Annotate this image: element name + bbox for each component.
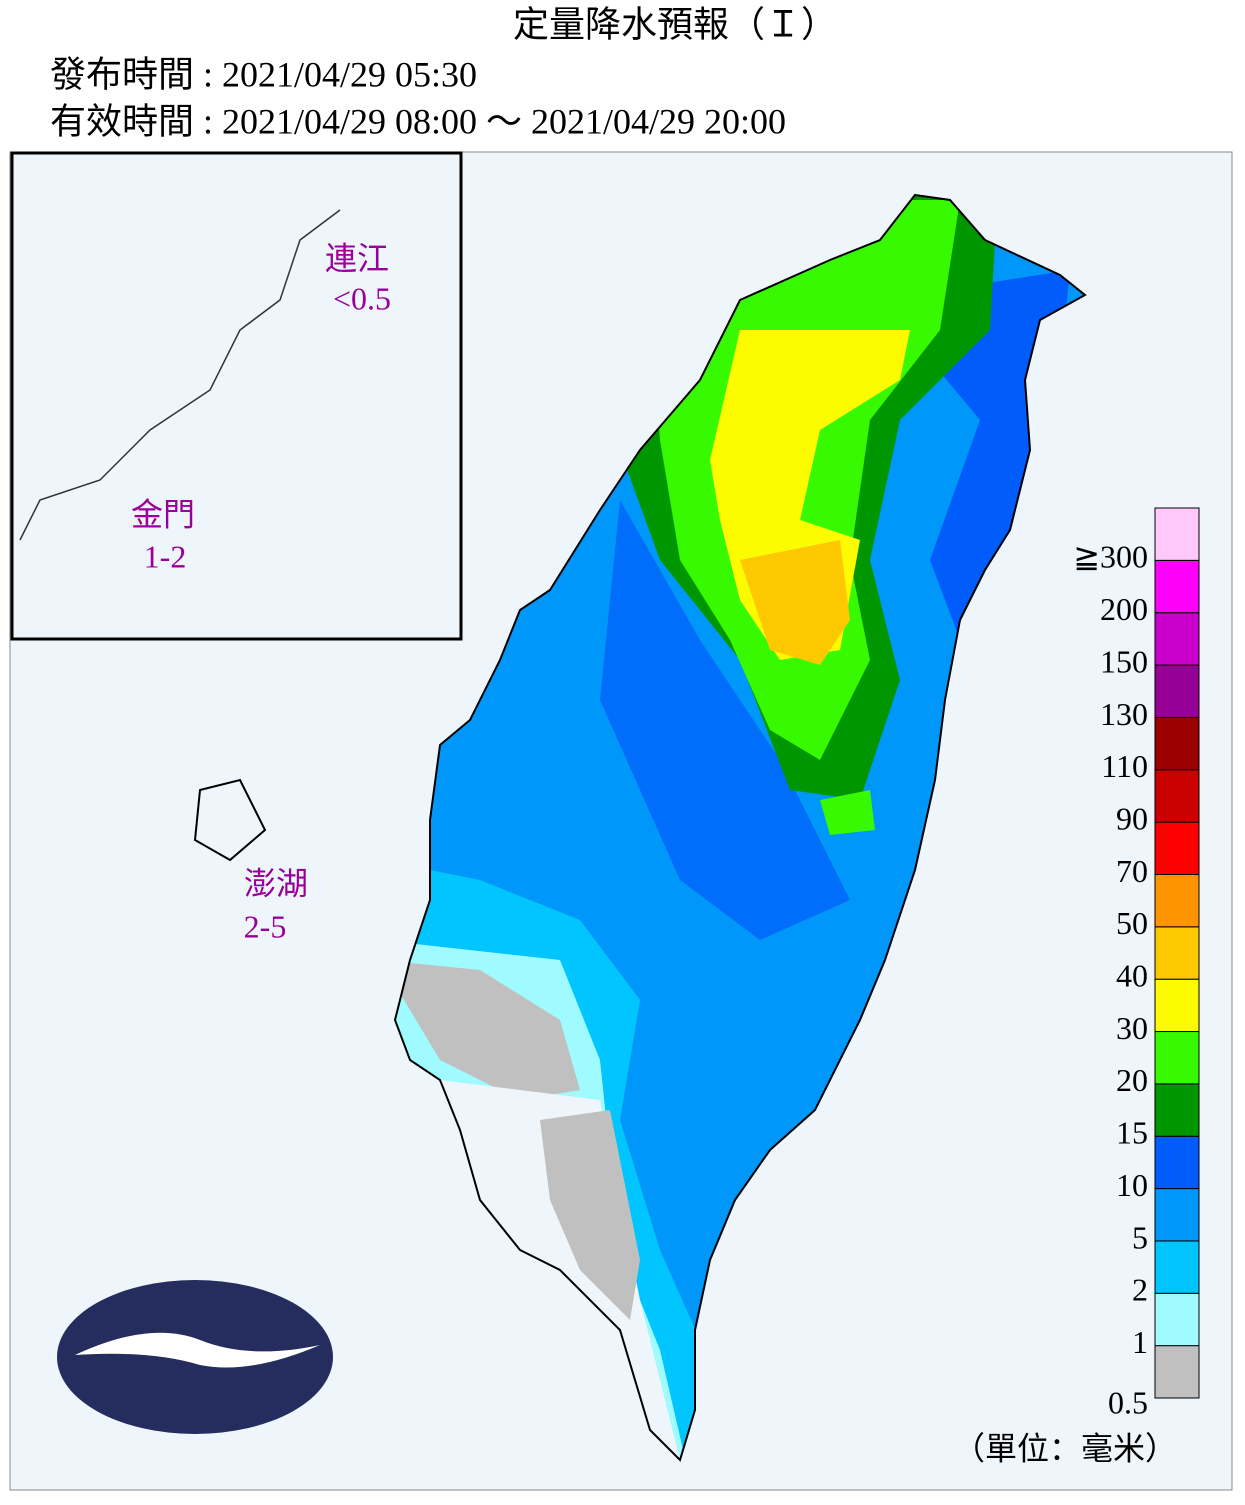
- legend-swatch: [1154, 507, 1200, 561]
- legend-label: 130: [1100, 696, 1148, 732]
- legend-swatch: [1154, 1083, 1200, 1137]
- legend-swatch: [1154, 769, 1200, 823]
- legend-swatch: [1154, 873, 1200, 928]
- legend-label: 40: [1116, 958, 1148, 994]
- legend-label: 1: [1132, 1324, 1148, 1360]
- legend-swatch: [1154, 821, 1200, 875]
- legend-label: ≧300: [1073, 539, 1148, 575]
- island-value: 1-2: [144, 538, 187, 574]
- island-value: <0.5: [333, 280, 391, 316]
- legend-swatch: [1154, 612, 1200, 666]
- island-name: 金門: [131, 496, 195, 532]
- island-name: 連江: [325, 240, 389, 276]
- issue-time: 發布時間 : 2021/04/29 05:30: [50, 54, 477, 94]
- legend-swatch: [1154, 1292, 1200, 1347]
- valid-time: 有效時間 : 2021/04/29 08:00 ～ 2021/04/29 20:…: [50, 101, 786, 141]
- penghu-outline: [193, 778, 267, 862]
- legend-swatch: [1154, 1188, 1200, 1242]
- legend-label: 90: [1116, 800, 1148, 836]
- unit: （單位：毫米）: [953, 1430, 1177, 1466]
- inset-frame: [10, 151, 463, 641]
- legend-label: 200: [1100, 591, 1148, 627]
- legend-swatch: [1154, 716, 1200, 771]
- legend-label: 15: [1116, 1115, 1148, 1151]
- legend-label: 110: [1101, 748, 1148, 784]
- legend-swatch: [1154, 978, 1200, 1033]
- legend-swatch: [1154, 926, 1200, 980]
- legend-swatch: [1154, 1240, 1200, 1294]
- legend-label: 70: [1116, 853, 1148, 889]
- legend-swatch: [1154, 664, 1200, 718]
- legend-label: 2: [1132, 1272, 1148, 1308]
- legend-label: 150: [1100, 643, 1148, 679]
- title: 定量降水預報（Ｉ）: [513, 4, 837, 44]
- legend-label: 5: [1132, 1219, 1148, 1255]
- legend-swatch: [1154, 1031, 1200, 1085]
- legend-label: 20: [1116, 1062, 1148, 1098]
- legend-swatch: [1154, 1135, 1200, 1190]
- legend-swatch: [1154, 559, 1200, 614]
- taiwan-outline: [393, 193, 1087, 1462]
- island-value: 2-5: [244, 908, 287, 944]
- island-name: 澎湖: [244, 865, 308, 901]
- legend-swatch: [1154, 1345, 1200, 1399]
- legend-label: 30: [1116, 1010, 1148, 1046]
- legend-label: 10: [1116, 1167, 1148, 1203]
- legend-label: 50: [1116, 905, 1148, 941]
- logo-swirl: [75, 1332, 320, 1368]
- legend-label: 0.5: [1108, 1384, 1148, 1420]
- coast: [19, 209, 341, 541]
